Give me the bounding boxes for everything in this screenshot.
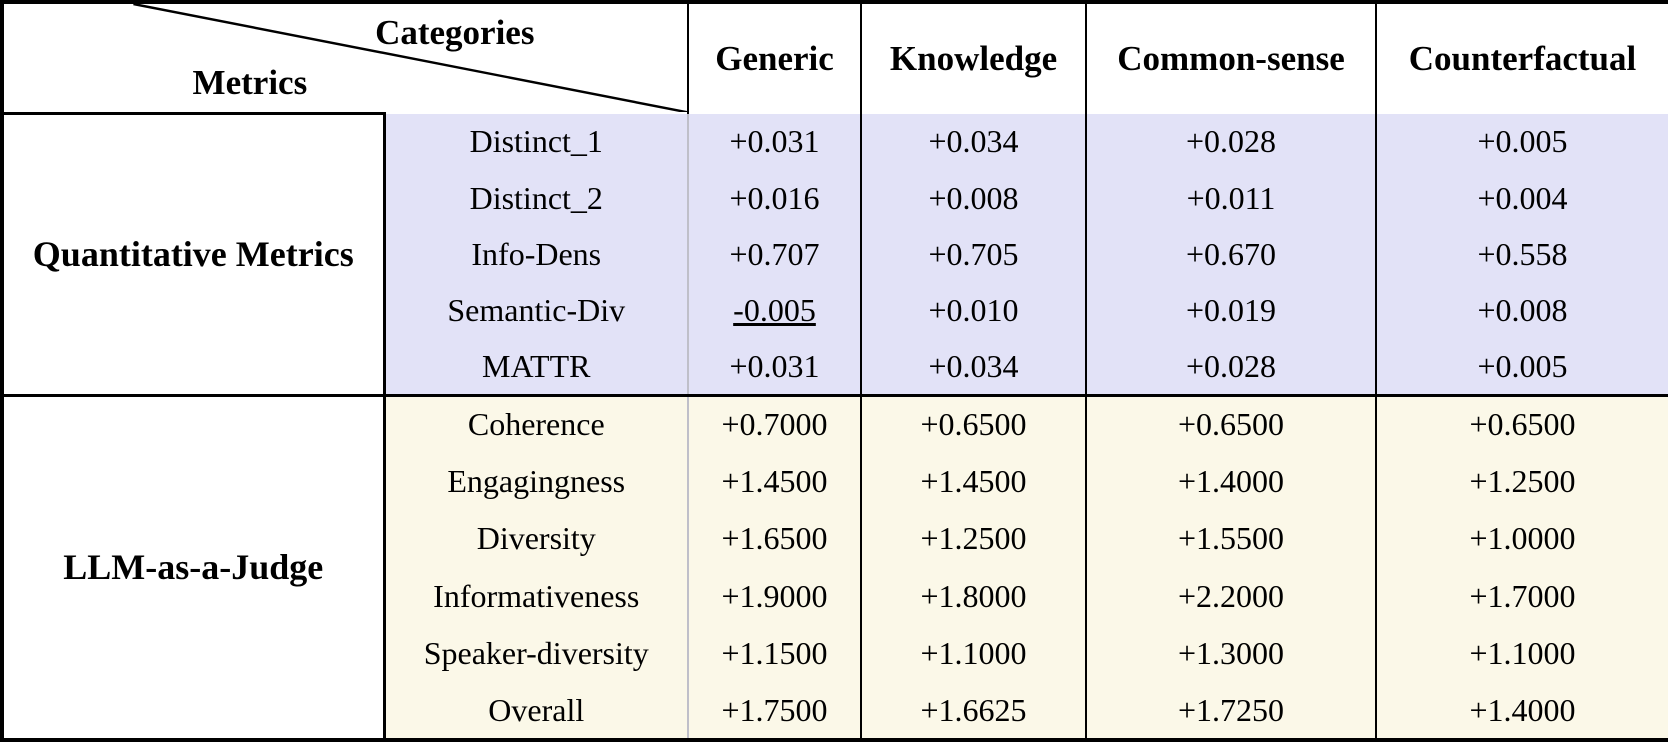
- table-row: Engagingness +1.4500 +1.4500 +1.4000 +1.…: [2, 453, 1668, 511]
- value-cell: +0.005: [1375, 113, 1668, 171]
- value-cell: +1.7000: [1375, 567, 1668, 626]
- value-cell: +0.034: [860, 113, 1086, 171]
- value-cell: +1.1500: [688, 625, 861, 683]
- value-cell: +0.670: [1085, 226, 1376, 283]
- value-cell: +0.6500: [860, 394, 1086, 453]
- value-cell: +1.4500: [688, 453, 861, 511]
- metric-cell: Speaker-diversity: [384, 625, 689, 683]
- corner-categories-label: Categories: [375, 13, 535, 52]
- corner-cell: Categories Metrics: [2, 2, 689, 114]
- column-header-counterfactual: Counterfactual: [1375, 2, 1668, 114]
- column-header-knowledge: Knowledge: [860, 2, 1086, 114]
- table-row: Distinct_2 +0.016 +0.008 +0.011 +0.004: [2, 170, 1668, 227]
- value-cell: +0.010: [860, 282, 1086, 340]
- value-cell: +1.3000: [1085, 625, 1376, 683]
- value-cell: +0.016: [688, 170, 861, 227]
- value-cell: +0.558: [1375, 226, 1668, 283]
- value-cell: +1.4000: [1375, 682, 1668, 740]
- value-cell: +1.8000: [860, 567, 1086, 626]
- value-cell: +1.6500: [688, 510, 861, 568]
- value-cell: +1.1000: [1375, 625, 1668, 683]
- group-cell-quantitative-metrics: Quantitative Metrics: [2, 112, 386, 396]
- value-cell: +0.005: [1375, 339, 1668, 396]
- table-row: Speaker-diversity +1.1500 +1.1000 +1.300…: [2, 625, 1668, 683]
- value-cell: +0.031: [688, 339, 861, 396]
- value-cell: +0.028: [1085, 113, 1376, 171]
- corner-metrics-label: Metrics: [192, 63, 308, 102]
- value-cell: +1.0000: [1375, 510, 1668, 568]
- value-cell: +0.034: [860, 339, 1086, 396]
- value-cell: +0.705: [860, 226, 1086, 283]
- metric-cell: Distinct_2: [384, 170, 689, 227]
- value-cell: +0.008: [1375, 282, 1668, 340]
- value-cell: +1.7250: [1085, 682, 1376, 740]
- metric-cell: Engagingness: [384, 453, 689, 511]
- value-cell: +1.5500: [1085, 510, 1376, 568]
- table-row: Informativeness +1.9000 +1.8000 +2.2000 …: [2, 567, 1668, 626]
- value-cell: +0.6500: [1085, 394, 1376, 453]
- value-cell: +0.004: [1375, 170, 1668, 227]
- value-cell: +0.019: [1085, 282, 1376, 340]
- diagonal-divider: [133, 4, 686, 113]
- table-row: Overall +1.7500 +1.6625 +1.7250 +1.4000: [2, 682, 1668, 740]
- value-cell: +1.7500: [688, 682, 861, 740]
- value-cell-underlined: -0.005: [688, 282, 861, 340]
- table-row: Semantic-Div -0.005 +0.010 +0.019 +0.008: [2, 282, 1668, 340]
- value-cell: +1.2500: [1375, 453, 1668, 511]
- table-row: Diversity +1.6500 +1.2500 +1.5500 +1.000…: [2, 510, 1668, 568]
- table-row: LLM-as-a-Judge Coherence +0.7000 +0.6500…: [2, 394, 1668, 740]
- table-row: Quantitative Metrics Distinct_1 +0.031 +…: [2, 112, 1668, 396]
- value-cell: +0.008: [860, 170, 1086, 227]
- value-cell: +0.707: [688, 226, 861, 283]
- value-cell: +1.6625: [860, 682, 1086, 740]
- value-cell: +1.9000: [688, 567, 861, 626]
- value-cell: +0.028: [1085, 339, 1376, 396]
- table-row: Info-Dens +0.707 +0.705 +0.670 +0.558: [2, 226, 1668, 283]
- column-header-generic: Generic: [687, 2, 861, 114]
- metric-cell: Diversity: [384, 510, 689, 568]
- value-cell: +0.6500: [1375, 394, 1668, 453]
- value-cell: +1.4500: [860, 453, 1086, 511]
- metric-cell: Informativeness: [384, 567, 689, 626]
- metric-cell: MATTR: [384, 339, 689, 396]
- value-cell: +1.2500: [860, 510, 1086, 568]
- metric-cell: Overall: [384, 682, 689, 740]
- value-cell: +0.031: [688, 113, 861, 171]
- column-header-common-sense: Common-sense: [1085, 2, 1376, 114]
- value-cell: +1.1000: [860, 625, 1086, 683]
- value-cell: +1.4000: [1085, 453, 1376, 511]
- metric-cell: Info-Dens: [384, 226, 689, 283]
- group-cell-llm-as-a-judge: LLM-as-a-Judge: [2, 394, 386, 740]
- value-cell: +2.2000: [1085, 567, 1376, 626]
- metric-cell: Distinct_1: [384, 113, 689, 171]
- value-cell: +0.011: [1085, 170, 1376, 227]
- value-cell: +0.7000: [688, 394, 861, 453]
- header-row: Categories Metrics Generic Knowledge Com…: [2, 2, 1668, 114]
- metric-cell: Coherence: [384, 394, 689, 453]
- table-row: MATTR +0.031 +0.034 +0.028 +0.005: [2, 339, 1668, 396]
- metric-cell: Semantic-Div: [384, 282, 689, 340]
